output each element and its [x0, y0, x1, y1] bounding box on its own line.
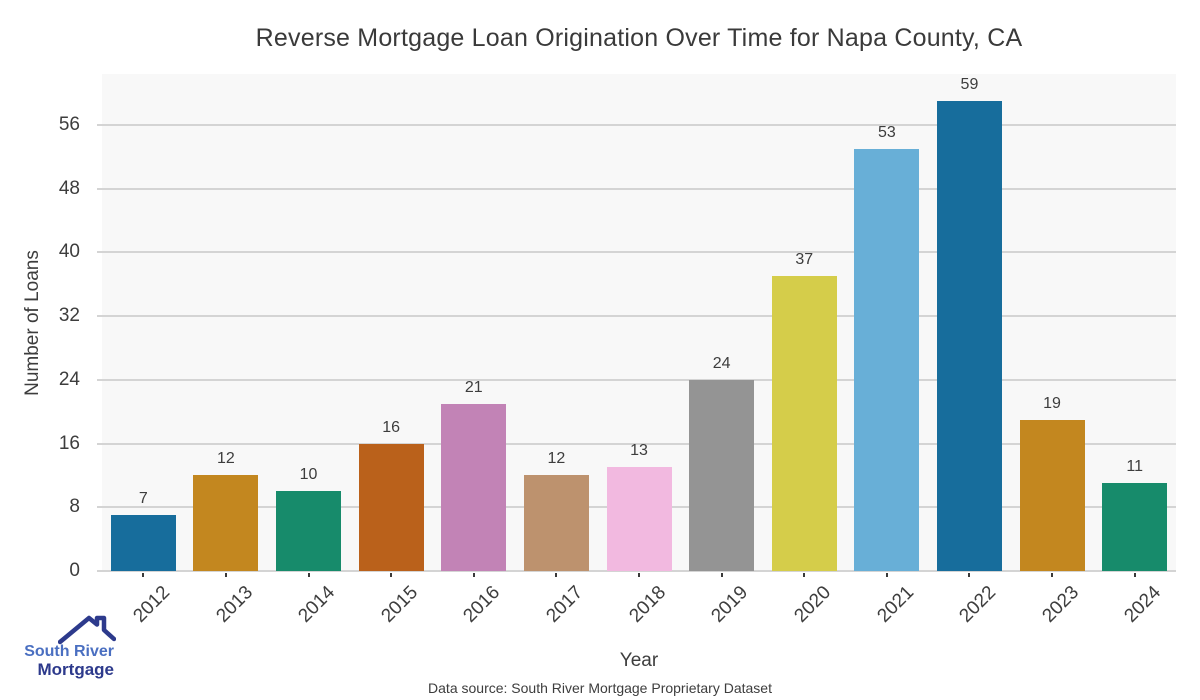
y-axis-label: Number of Loans: [22, 250, 43, 396]
bar-value-2022: 59: [960, 76, 979, 93]
bar-2015: [358, 444, 424, 571]
y-tick-label-32: 32: [58, 305, 80, 327]
x-tick-mark-2021: [885, 573, 888, 577]
y-tick-label-16: 16: [58, 432, 80, 454]
bar-value-2017: 12: [547, 450, 566, 467]
bar-value-2012: 7: [138, 490, 148, 507]
logo-text-line1: South River: [24, 643, 114, 660]
x-tick-label-2024: 2024: [951, 582, 1166, 627]
gridline-56: [97, 123, 1176, 126]
bar-value-2019: 24: [712, 355, 731, 372]
bar-2013: [193, 475, 259, 571]
x-axis-label: Year: [619, 650, 659, 671]
x-tick-mark-2023: [1051, 573, 1054, 577]
gridline-16: [97, 442, 1176, 445]
x-tick-mark-2024: [1133, 573, 1136, 577]
x-tick-mark-2017: [555, 573, 558, 577]
x-tick-mark-2016: [472, 573, 475, 577]
x-tick-mark-2012: [142, 573, 145, 577]
bar-2023: [1019, 420, 1085, 571]
chart-title: Reverse Mortgage Loan Origination Over T…: [255, 24, 1023, 52]
x-tick-mark-2018: [638, 573, 640, 577]
bar-2024: [1102, 483, 1168, 571]
bar-value-2021: 53: [877, 124, 896, 141]
house-roof-icon: [58, 615, 116, 645]
y-tick-label-56: 56: [58, 113, 80, 135]
bar-value-2020: 37: [795, 251, 814, 268]
bar-value-2015: 16: [382, 419, 401, 436]
gridline-0: [97, 570, 1176, 572]
bar-value-2013: 12: [217, 450, 235, 467]
gridline-24: [97, 378, 1176, 381]
gridline-40: [97, 251, 1176, 254]
bar-2014: [276, 491, 342, 571]
x-tick-mark-2015: [390, 573, 393, 577]
bar-2019: [689, 380, 755, 571]
bar-2022: [936, 101, 1002, 571]
gridline-48: [97, 187, 1176, 190]
bar-2018: [606, 467, 672, 571]
data-source-caption: Data source: South River Mortgage Propri…: [428, 680, 772, 696]
bar-value-2023: 19: [1043, 395, 1061, 412]
bar-value-2016: 21: [464, 379, 483, 396]
y-tick-label-8: 8: [69, 496, 80, 518]
y-tick-label-48: 48: [58, 177, 80, 199]
y-tick-label-24: 24: [58, 368, 80, 390]
bar-value-2024: 11: [1126, 458, 1143, 475]
y-tick-label-0: 0: [69, 560, 80, 581]
bar-value-2018: 13: [630, 442, 648, 459]
x-tick-mark-2022: [968, 573, 971, 577]
bar-value-2014: 10: [299, 466, 318, 483]
roof-path: [58, 615, 116, 645]
x-tick-label-text-2024: 2024: [1120, 582, 1166, 627]
bar-2020: [771, 276, 837, 571]
x-tick-mark-2013: [224, 573, 227, 577]
y-tick-label-40: 40: [58, 241, 80, 263]
bar-2016: [441, 404, 507, 571]
logo-text-line2: Mortgage: [37, 659, 115, 679]
bar-2021: [854, 149, 920, 571]
bar-2017: [523, 475, 589, 571]
gridline-32: [97, 315, 1176, 318]
x-tick-mark-2014: [307, 573, 310, 577]
bar-2012: [110, 515, 176, 571]
logo: South River Mortgage: [18, 612, 116, 679]
x-tick-mark-2019: [720, 573, 723, 577]
x-tick-mark-2020: [803, 573, 806, 577]
